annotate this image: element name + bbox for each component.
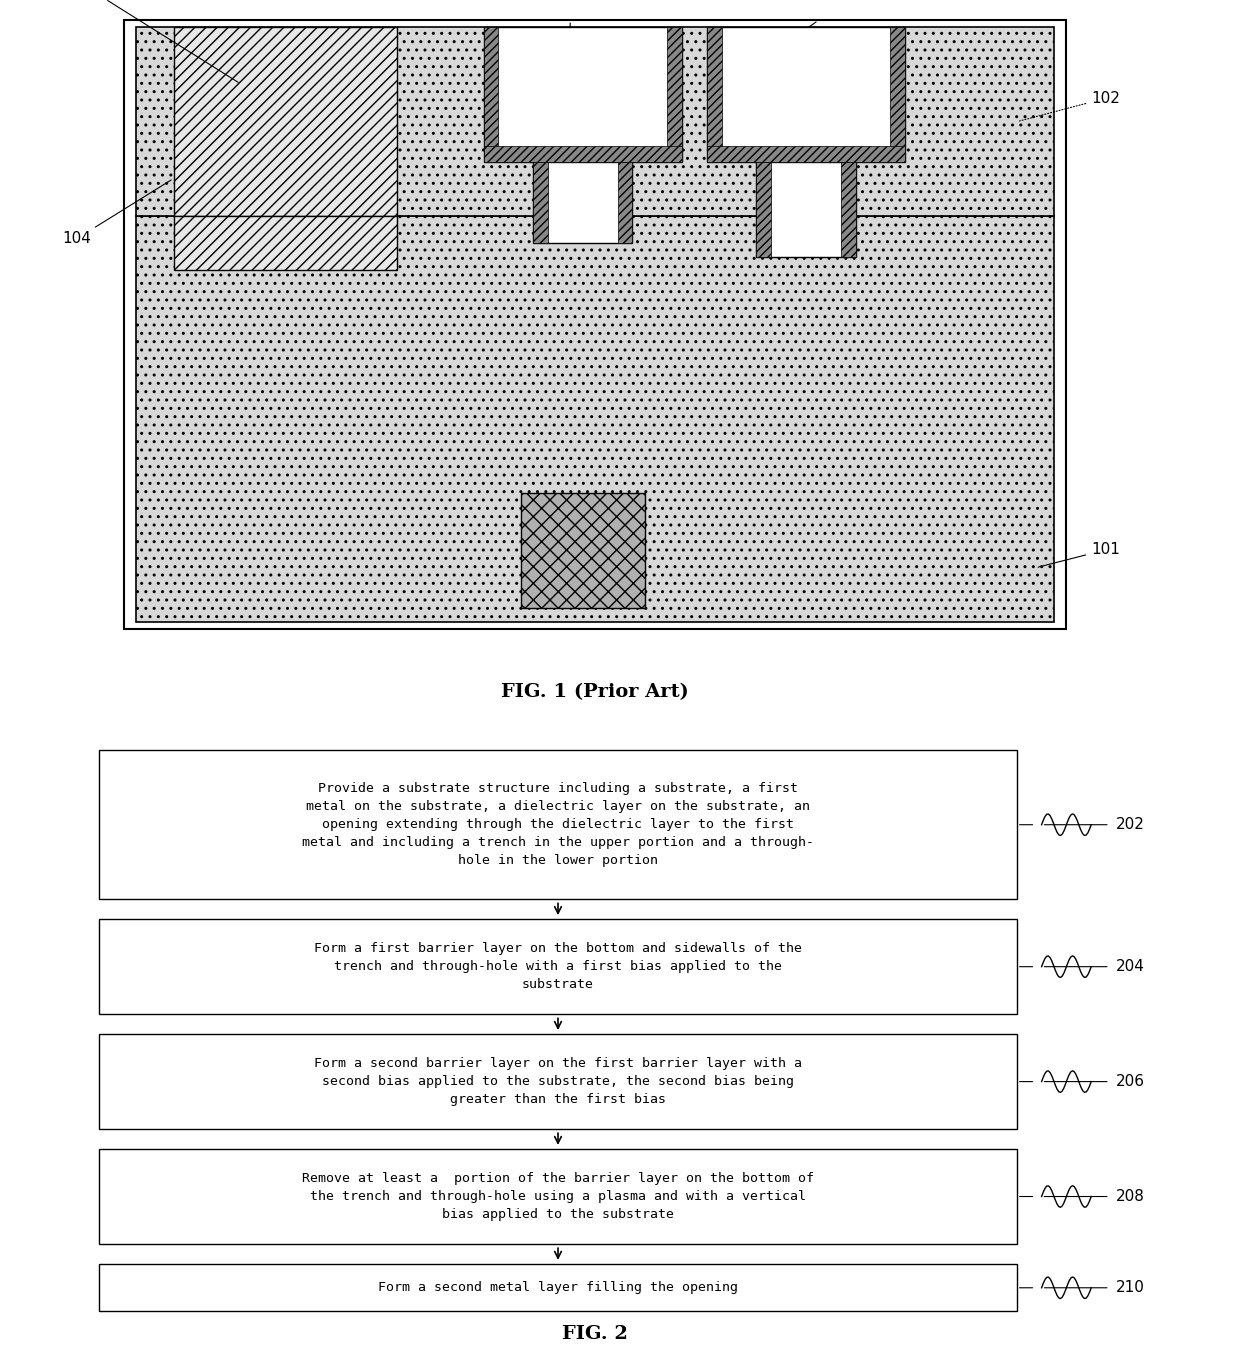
Text: FIG. 1 (Prior Art): FIG. 1 (Prior Art) <box>501 683 689 700</box>
Bar <box>174 27 397 216</box>
Bar <box>136 27 1054 216</box>
Text: FIG. 2: FIG. 2 <box>562 1325 629 1343</box>
Text: Provide a substrate structure including a substrate, a first
metal on the substr: Provide a substrate structure including … <box>303 783 813 867</box>
Bar <box>99 919 1017 1014</box>
Bar <box>99 1034 1017 1129</box>
Text: 103: 103 <box>74 0 238 82</box>
Bar <box>124 20 1066 629</box>
Bar <box>756 162 771 257</box>
Text: 202: 202 <box>1116 817 1145 833</box>
Bar <box>484 146 682 162</box>
Text: 208: 208 <box>1116 1188 1145 1205</box>
Bar <box>707 27 722 162</box>
Bar <box>707 27 905 162</box>
Text: Form a second metal layer filling the opening: Form a second metal layer filling the op… <box>378 1282 738 1294</box>
Bar <box>521 493 645 608</box>
Bar <box>99 1264 1017 1311</box>
Bar <box>707 146 905 162</box>
Bar <box>99 1149 1017 1244</box>
Bar <box>756 162 856 257</box>
Bar <box>618 162 632 243</box>
Bar <box>841 162 856 257</box>
Bar <box>533 162 548 243</box>
Text: 106: 106 <box>554 23 583 70</box>
Text: 206: 206 <box>1116 1073 1145 1090</box>
Text: 204: 204 <box>1116 959 1145 975</box>
Bar <box>174 216 397 270</box>
Text: 210: 210 <box>1116 1280 1145 1295</box>
Text: 102: 102 <box>1019 91 1120 120</box>
Bar <box>484 27 498 162</box>
Bar <box>533 162 632 243</box>
Text: 104: 104 <box>62 180 171 246</box>
Text: Remove at least a  portion of the barrier layer on the bottom of
the trench and : Remove at least a portion of the barrier… <box>303 1172 813 1221</box>
Bar <box>890 27 905 162</box>
Bar <box>484 27 682 162</box>
Bar <box>99 750 1017 899</box>
Text: Form a first barrier layer on the bottom and sidewalls of the
trench and through: Form a first barrier layer on the bottom… <box>314 942 802 991</box>
Text: 101: 101 <box>1038 542 1120 566</box>
Bar <box>136 216 1054 622</box>
Text: 105: 105 <box>744 22 816 70</box>
Bar <box>667 27 682 162</box>
Text: Form a second barrier layer on the first barrier layer with a
second bias applie: Form a second barrier layer on the first… <box>314 1057 802 1106</box>
